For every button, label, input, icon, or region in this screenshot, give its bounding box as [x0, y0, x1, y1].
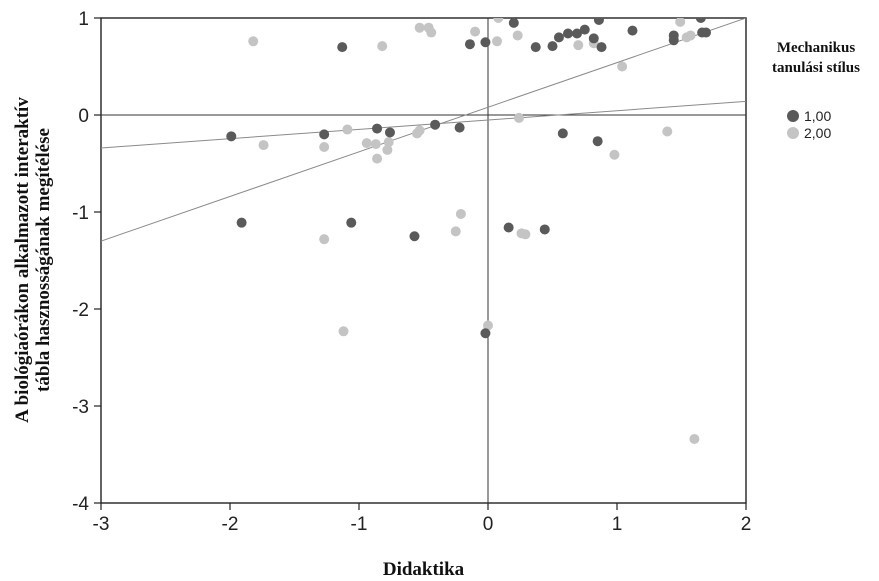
legend-label: 1,00 — [804, 108, 831, 124]
legend-title-line: Mechanikus — [777, 40, 856, 56]
data-point-series-2 — [377, 41, 388, 52]
y-axis-title: A biológiaórákon alkalmazott interaktív t… — [12, 97, 54, 423]
data-point-series-1 — [588, 33, 599, 44]
plot-frame — [100, 17, 747, 504]
legend-label: 2,00 — [804, 125, 831, 141]
data-point-series-1 — [430, 119, 441, 130]
y-tick-label: -3 — [72, 397, 89, 418]
data-point-series-2 — [248, 36, 259, 47]
data-point-series-2 — [382, 144, 393, 155]
data-point-series-1 — [579, 24, 590, 35]
data-point-series-2 — [483, 320, 493, 331]
data-point-series-2 — [414, 125, 425, 136]
x-tick-label: 0 — [483, 514, 494, 535]
data-point-series-1 — [701, 27, 712, 38]
legend: Mechanikus tanulási stílus 1,002,00 — [772, 40, 860, 141]
x-axis-title: Didaktika — [383, 559, 465, 580]
data-group — [101, 18, 746, 444]
y-tick-label: -4 — [72, 494, 89, 515]
data-point-series-2 — [370, 139, 381, 150]
x-tick-label: 1 — [612, 514, 623, 535]
data-point-series-1 — [319, 129, 330, 140]
data-point-series-1 — [337, 42, 348, 53]
y-tick-label: -1 — [72, 203, 89, 224]
data-point-series-2 — [470, 26, 481, 37]
x-tick-label: -2 — [222, 514, 239, 535]
data-point-series-1 — [596, 42, 607, 53]
data-point-series-1 — [530, 42, 541, 53]
data-point-series-2 — [383, 137, 394, 148]
y-axis-title-line: tábla hasznosságának megítélése — [33, 128, 54, 392]
data-point-series-2 — [258, 140, 269, 151]
data-point-series-1 — [346, 217, 357, 228]
data-point-series-1 — [593, 18, 604, 25]
data-point-series-2 — [513, 112, 524, 123]
data-point-series-1 — [503, 222, 514, 233]
legend-marker-series-1 — [787, 110, 799, 122]
data-point-series-2 — [414, 22, 425, 33]
y-tick-label: 1 — [78, 9, 89, 30]
data-point-series-2 — [573, 40, 584, 51]
data-point-series-1 — [372, 123, 383, 134]
data-point-series-2 — [319, 234, 330, 245]
x-tick-label: -3 — [93, 514, 110, 535]
data-point-series-1 — [562, 28, 573, 39]
data-point-series-1 — [454, 122, 465, 133]
data-point-series-1 — [480, 328, 491, 339]
data-point-series-1 — [547, 41, 558, 52]
data-point-series-2 — [426, 27, 437, 38]
data-point-series-2 — [319, 142, 330, 153]
data-point-series-2 — [492, 36, 503, 47]
data-point-series-2 — [512, 30, 523, 41]
data-point-series-1 — [592, 136, 603, 147]
data-point-series-2 — [342, 124, 353, 135]
y-tick-label: 0 — [78, 106, 89, 127]
data-point-series-1 — [572, 28, 583, 39]
data-point-series-1 — [226, 131, 237, 142]
data-point-series-2 — [450, 226, 461, 237]
fit-line-series-2 — [101, 100, 746, 149]
data-point-series-1 — [480, 37, 491, 48]
data-point-series-1 — [508, 18, 519, 28]
data-point-series-2 — [685, 30, 696, 41]
data-point-series-1 — [384, 127, 395, 138]
y-tick-label: -2 — [72, 300, 89, 321]
y-axis-title-line: A biológiaórákon alkalmazott interaktív — [12, 97, 33, 423]
data-point-series-2 — [662, 126, 673, 137]
data-point-series-2 — [372, 153, 383, 164]
x-tick-label: 2 — [741, 514, 752, 535]
data-point-series-1 — [668, 30, 679, 41]
data-point-series-2 — [493, 18, 504, 23]
data-point-series-2 — [609, 149, 620, 160]
data-point-series-2 — [361, 138, 372, 149]
legend-marker-series-2 — [787, 127, 799, 139]
data-point-series-1 — [409, 231, 420, 242]
data-point-series-1 — [557, 128, 568, 139]
data-point-series-2 — [617, 61, 628, 72]
data-point-series-2 — [520, 229, 531, 240]
data-point-series-2 — [338, 326, 349, 337]
legend-title-line: tanulási stílus — [772, 60, 860, 76]
data-point-series-1 — [695, 18, 706, 23]
data-point-series-1 — [553, 32, 564, 43]
data-point-series-2 — [689, 433, 700, 444]
data-point-series-1 — [627, 25, 638, 36]
data-point-series-2 — [675, 18, 686, 27]
data-point-series-1 — [236, 217, 247, 228]
data-point-series-1 — [539, 224, 550, 235]
data-point-series-1 — [464, 39, 475, 50]
x-tick-label: -1 — [351, 514, 368, 535]
data-point-series-2 — [455, 208, 466, 219]
